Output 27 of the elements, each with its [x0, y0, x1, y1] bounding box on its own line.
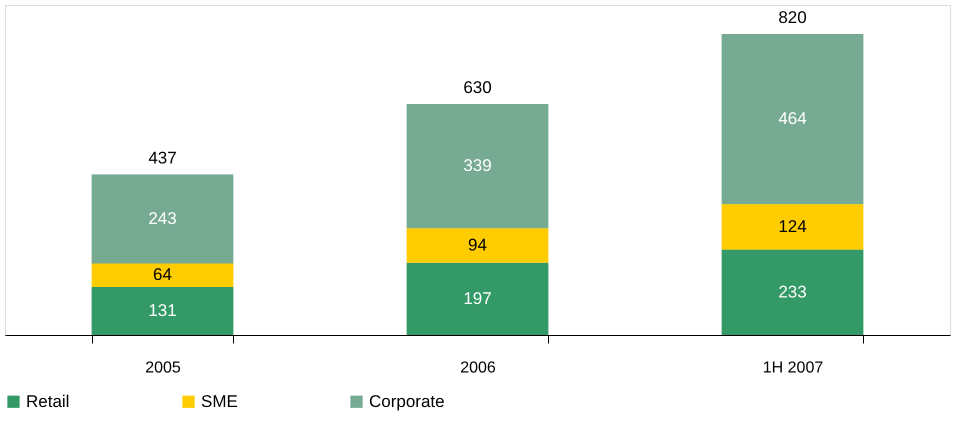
- total-label: 820: [778, 8, 807, 27]
- data-label: 131: [148, 300, 177, 320]
- data-label: 94: [468, 236, 487, 255]
- x-tick-label: 2006: [460, 360, 496, 376]
- data-label: 339: [463, 156, 492, 176]
- bar: [92, 174, 234, 264]
- data-label: 197: [463, 288, 492, 308]
- legend-label: Corporate: [369, 392, 445, 411]
- data-label: 243: [148, 208, 177, 228]
- data-label: 233: [778, 282, 807, 302]
- bar: [722, 34, 864, 204]
- data-label: 64: [153, 265, 172, 284]
- bar: [722, 250, 864, 335]
- bar: [722, 204, 864, 250]
- bar: [406, 104, 548, 228]
- legend-label: SME: [201, 392, 238, 411]
- bar: [406, 262, 548, 335]
- data-label: 124: [778, 216, 807, 236]
- x-tick-label: 1H 2007: [762, 360, 824, 376]
- data-label: 464: [778, 109, 807, 128]
- bar: [406, 228, 548, 263]
- bar: [92, 286, 234, 335]
- total-label: 437: [148, 148, 177, 168]
- total-label: 630: [463, 78, 492, 97]
- legend-label: Retail: [26, 392, 70, 411]
- bar: [92, 264, 234, 287]
- x-tick-label: 2005: [145, 360, 181, 376]
